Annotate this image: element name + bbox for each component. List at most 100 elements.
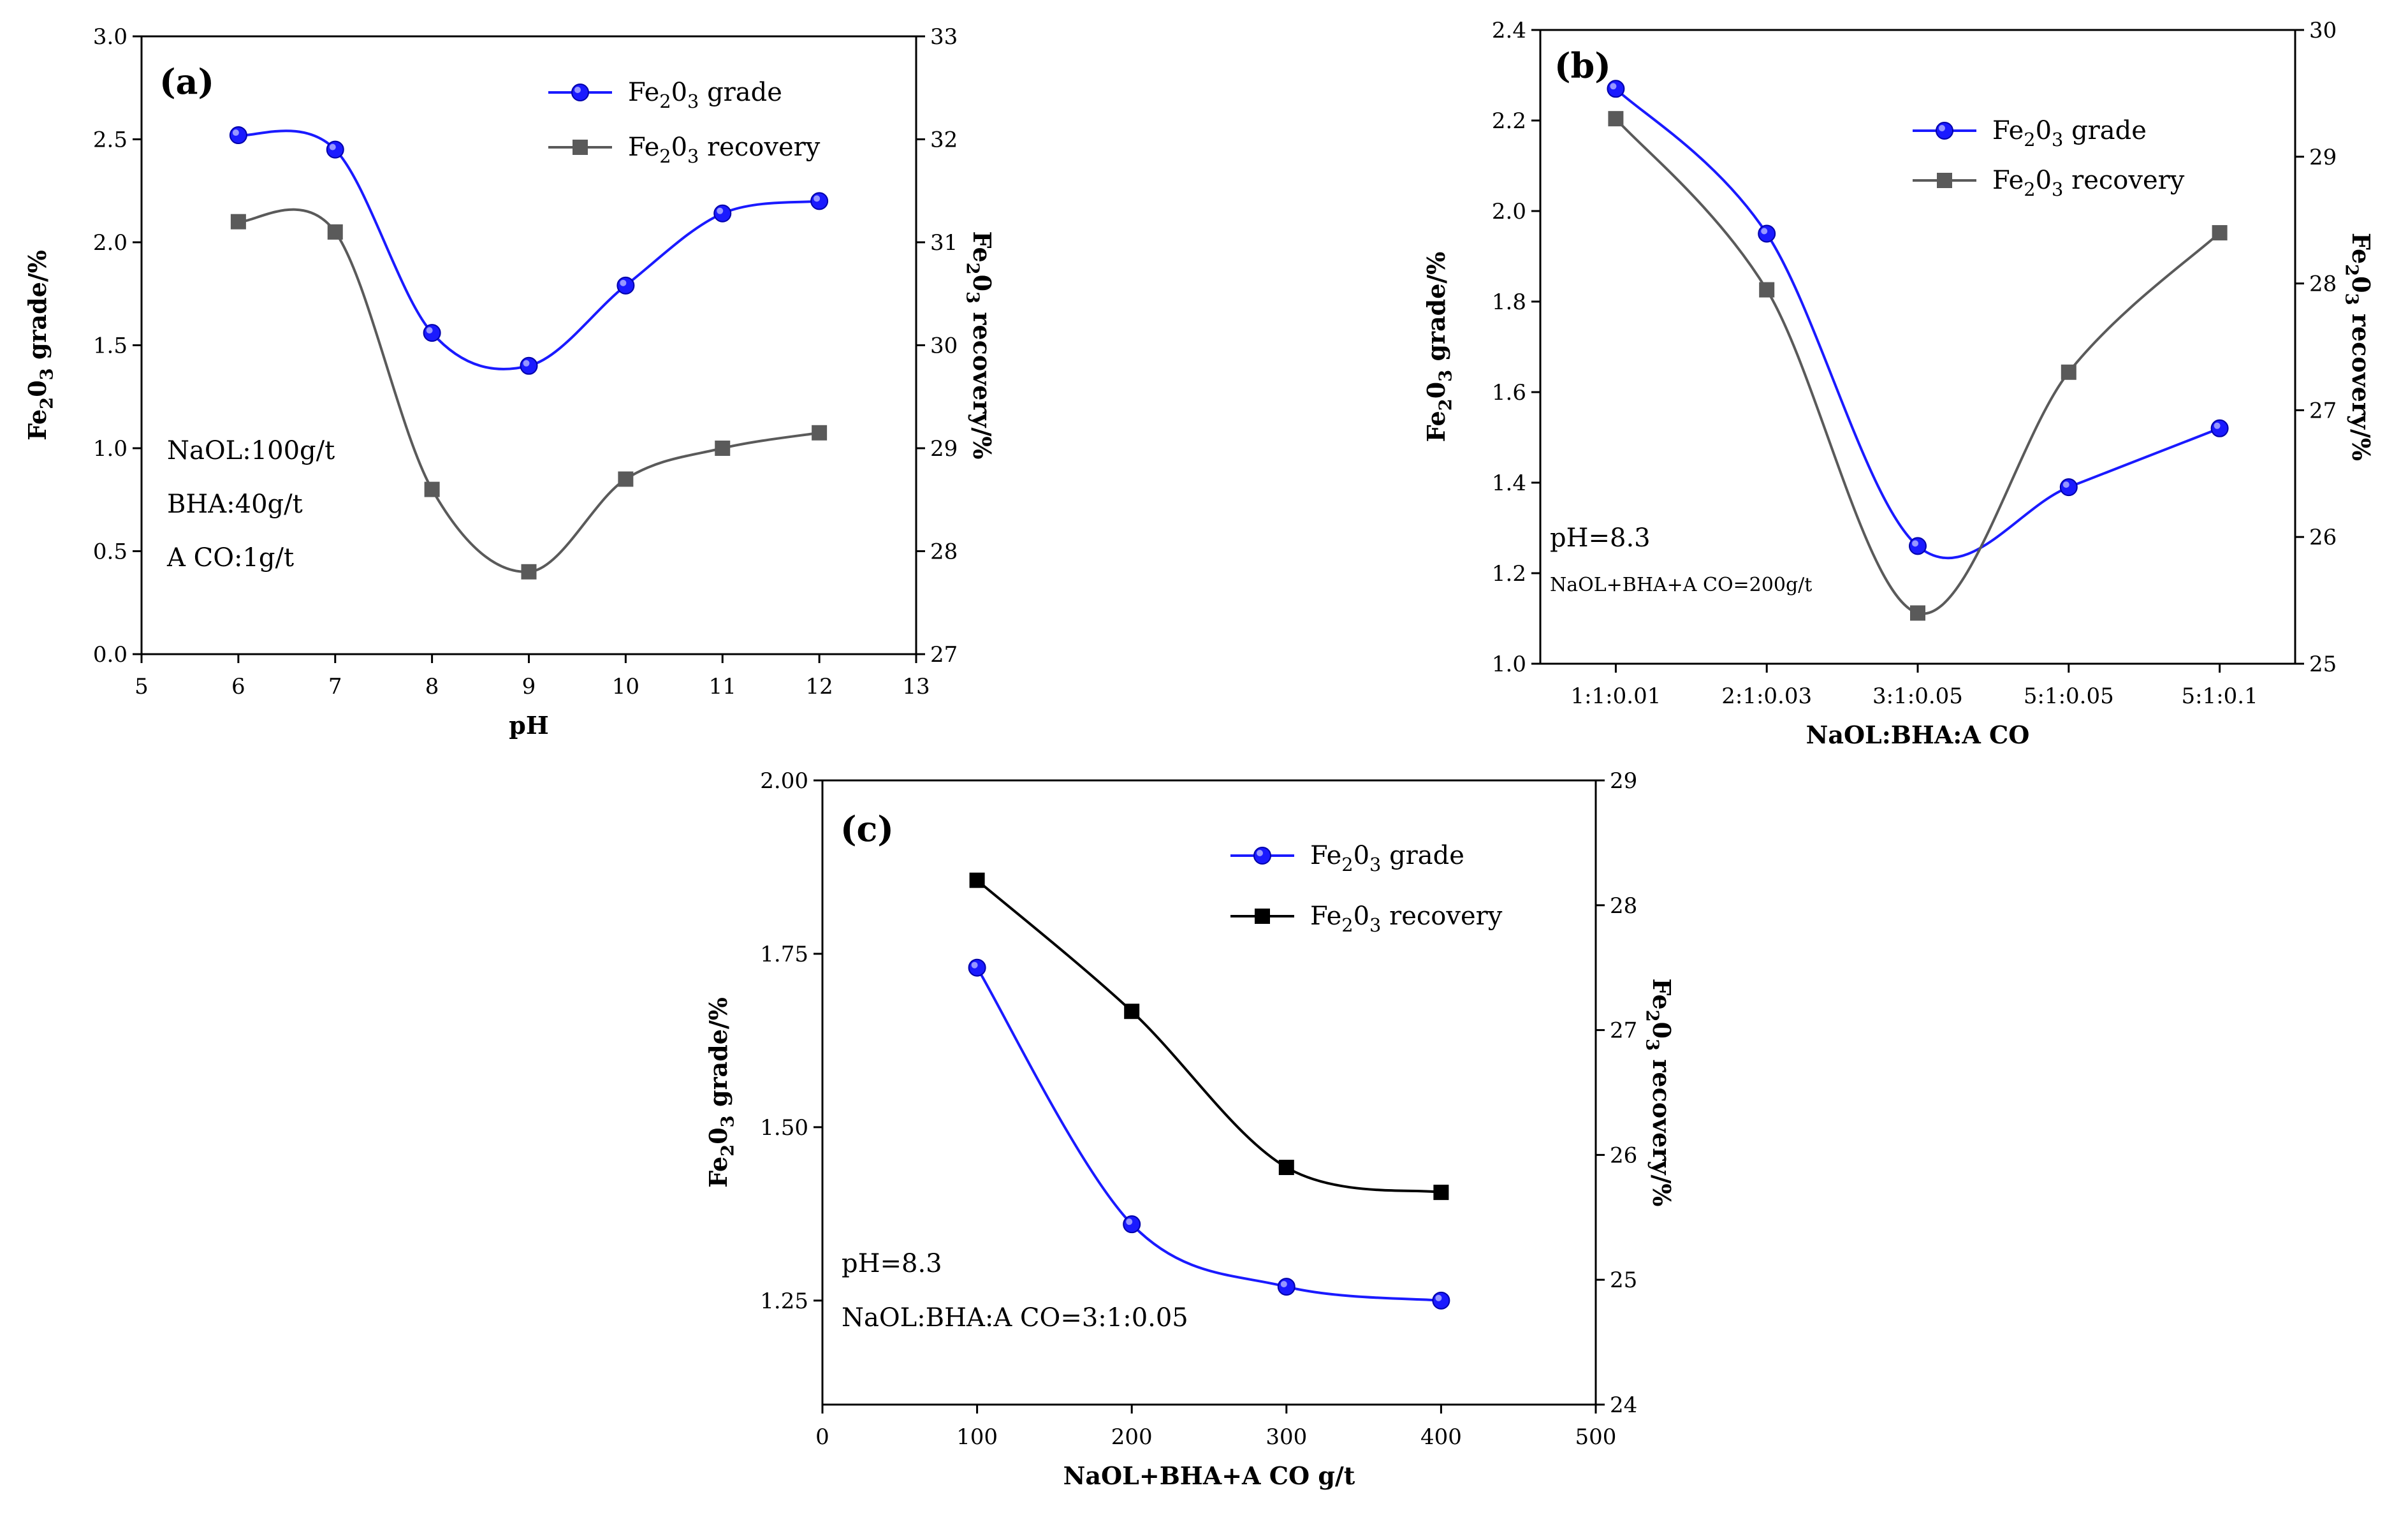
data-point-s0-0 [968,958,986,977]
data-point-s0-1 [1758,224,1776,243]
y-left-tick-label: 0.0 [93,642,128,668]
y-left-tick-label: 1.8 [1492,289,1526,315]
annotation-1: NaOL:BHA:A CO=3:1:0.05 [842,1303,1188,1333]
data-point-s0-2-highlight [426,327,433,334]
legend-label-0: Fe203 grade [1992,116,2147,150]
data-point-s0-0-highlight [232,129,239,136]
panel-label: (a) [159,61,214,102]
y-right-axis-label: Fe203 recovery/% [1642,979,1676,1207]
legend-marker-0 [1936,122,1953,140]
subscript: 2 [659,145,671,167]
legend-marker-1 [1937,173,1952,188]
y-right-tick-label: 29 [1610,768,1637,794]
data-point-s0-1 [326,140,344,159]
label-part: Fe [628,78,659,107]
annotation-1: NaOL+BHA+A CO=200g/t [1550,574,1812,596]
data-point-s0-2 [423,324,441,342]
label-part: recovery [699,133,820,162]
y-left-axis-label: Fe203 grade/% [704,997,738,1188]
label-part: 0 [1647,1022,1676,1039]
panel-label: (c) [840,808,894,849]
data-point-s0-1-highlight [329,143,336,150]
subscript: 2 [1341,914,1353,936]
data-point-s1-5 [715,441,731,456]
subscript: 2 [1341,854,1353,875]
y-right-tick-label: 28 [1610,893,1637,919]
subscript: 3 [962,291,982,303]
subscript: 3 [718,1115,738,1127]
x-tick-label: 7 [328,674,342,699]
chart-panel-0: 5 6 7 8 9 10 11 12 13 0.0 0.5 1.0 1.5 2.0 2.5 3.0 27 28 29… [23,24,996,740]
x-tick-label: 500 [1575,1424,1617,1450]
y-left-tick-label: 1.75 [760,942,808,967]
subscript: 3 [2052,129,2063,150]
label-part: 0 [968,275,996,291]
legend-marker-1 [1255,909,1270,924]
data-point-s0-2-highlight [1912,540,1918,547]
data-point-s1-2 [424,481,440,497]
y-right-tick-label: 28 [930,539,958,565]
data-point-s0-1-highlight [1126,1218,1133,1225]
data-point-s0-0 [229,126,247,145]
y-right-tick-label: 27 [1610,1018,1637,1044]
x-axis-label: NaOL:BHA:A CO [1806,720,2030,749]
label-part: 0 [1354,841,1369,870]
y-left-tick-label: 0.5 [93,539,128,565]
legend-marker-0-highlight [1939,125,1945,131]
data-point-s0-0 [1607,80,1625,98]
y-left-tick-label: 1.6 [1492,380,1526,406]
series-line-0 [1615,87,2221,560]
legend-label-1: Fe203 recovery [628,133,821,167]
label-part: grade/% [704,997,733,1115]
y-right-tick-label: 29 [930,436,958,462]
x-tick-label: 5:1:0.1 [2181,683,2258,709]
data-point-s0-3-highlight [1435,1294,1442,1301]
annotation-2: A CO:1g/t [166,543,294,573]
data-point-s0-2 [1277,1278,1295,1296]
chart-panel-1: 1:1:0.01 2:1:0.03 3:1:0.05 5:1:0.05 5:1:0.1 1… [1422,18,2375,749]
x-tick-label: 2:1:0.03 [1721,683,1812,709]
y-left-tick-label: 1.2 [1492,561,1526,587]
data-point-s1-4 [618,471,634,487]
x-tick-label: 400 [1420,1424,1462,1450]
label-part: grade [699,78,782,107]
label-part: 0 [2347,276,2375,293]
data-point-s1-1 [1124,1004,1140,1019]
label-part: 0 [671,78,687,107]
subscript: 2 [1436,398,1456,411]
series-line-1 [976,879,1441,1194]
series-line-0 [238,129,820,370]
y-right-tick-label: 30 [930,333,958,359]
x-tick-label: 12 [805,674,833,699]
label-part: 0 [704,1127,733,1144]
data-point-s0-6 [810,192,829,210]
subscript: 3 [1369,854,1381,875]
label-part: Fe [1992,116,2024,145]
label-part: 0 [1422,382,1450,398]
y-right-tick-label: 30 [2309,18,2337,43]
subscript: 3 [37,368,57,380]
y-right-tick-label: 27 [930,642,958,668]
subscript: 2 [37,397,57,409]
data-point-s0-6-highlight [814,195,821,202]
y-left-tick-label: 1.25 [760,1289,808,1314]
x-tick-label: 5 [135,674,149,699]
data-point-s0-2-highlight [1280,1281,1287,1288]
legend-marker-0 [571,84,589,101]
label-part: grade [1381,841,1464,870]
label-part: grade/% [1422,252,1450,370]
y-left-tick-label: 1.5 [93,333,128,359]
y-left-tick-label: 2.4 [1492,18,1526,43]
data-point-s0-3 [520,356,538,375]
y-right-tick-label: 25 [2309,652,2337,677]
y-left-tick-label: 1.0 [93,436,128,462]
x-tick-label: 13 [902,674,930,699]
x-tick-label: 10 [612,674,639,699]
data-point-s1-0 [1608,111,1624,127]
y-right-tick-label: 26 [2309,525,2337,550]
data-point-s1-3 [521,564,537,580]
legend-label-0: Fe203 grade [628,78,782,112]
data-point-s1-2 [1278,1159,1294,1175]
data-point-s0-3-highlight [2062,481,2069,488]
y-right-tick-label: 25 [1610,1268,1637,1293]
